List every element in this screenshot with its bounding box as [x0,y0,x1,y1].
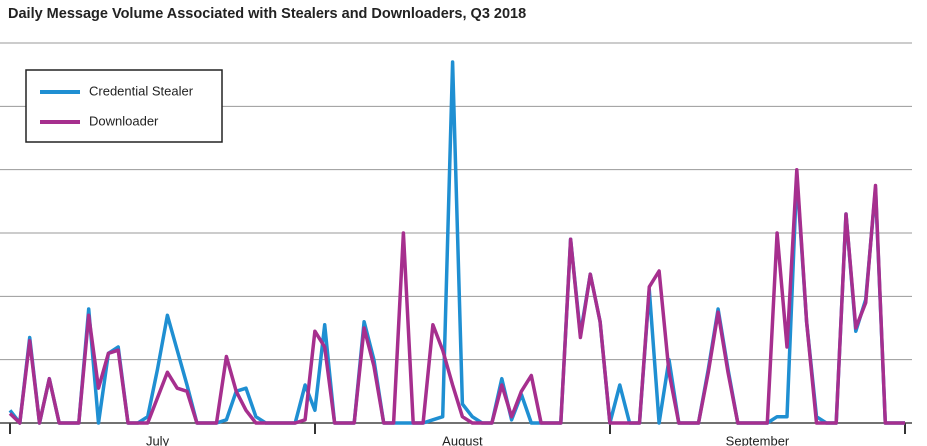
legend-box [25,69,223,143]
legend-label: Downloader [89,113,159,128]
line-series [8,167,905,425]
month-ticks [9,423,906,434]
x-tick-label: August [442,433,483,446]
legend-label: Credential Stealer [89,83,194,98]
x-tick-label: July [146,433,170,446]
legend: Credential Stealer Downloader [25,69,223,143]
x-tick-label: September [726,433,790,446]
chart-title: Daily Message Volume Associated with Ste… [8,6,526,22]
